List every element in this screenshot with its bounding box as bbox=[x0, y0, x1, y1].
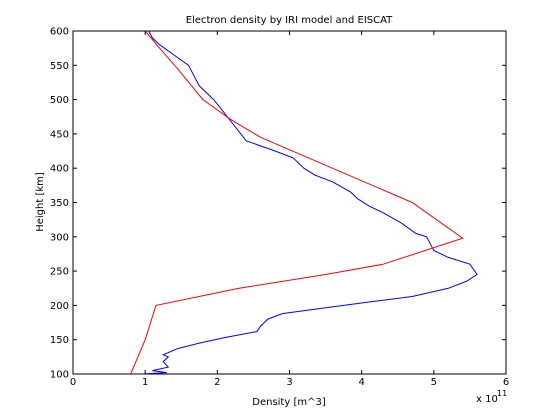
y-tick-label: 550 bbox=[50, 61, 69, 72]
x-tick-label: 6 bbox=[503, 377, 509, 388]
y-axis-ticks: 100 150 200 250 300 350 400 450 500 550 600 bbox=[50, 27, 506, 381]
series-line-1 bbox=[130, 30, 464, 375]
y-tick-label: 450 bbox=[50, 129, 69, 140]
y-tick-label: 100 bbox=[50, 370, 69, 381]
x-tick-label: 0 bbox=[70, 377, 76, 388]
x-tick-label: 1 bbox=[142, 377, 148, 388]
y-axis-label: Height [km] bbox=[35, 172, 46, 232]
x-multiplier-exponent: 11 bbox=[497, 389, 507, 398]
y-tick-label: 400 bbox=[50, 164, 69, 175]
series-layer bbox=[130, 30, 478, 375]
y-tick-label: 200 bbox=[50, 301, 69, 312]
y-tick-label: 150 bbox=[50, 335, 69, 346]
y-tick-label: 250 bbox=[50, 267, 69, 278]
y-tick-label: 300 bbox=[50, 232, 69, 243]
series-line-0 bbox=[141, 30, 478, 375]
x-multiplier-label: x 10 bbox=[476, 394, 498, 405]
x-axis-label: Density [m^3] bbox=[252, 397, 326, 408]
plot-area bbox=[72, 30, 507, 375]
x-tick-label: 5 bbox=[431, 377, 437, 388]
x-tick-label: 3 bbox=[286, 377, 292, 388]
y-tick-label: 600 bbox=[50, 27, 69, 38]
x-tick-label: 4 bbox=[358, 377, 364, 388]
x-tick-label: 2 bbox=[214, 377, 220, 388]
y-tick-label: 350 bbox=[50, 198, 69, 209]
chart-title: Electron density by IRI model and EISCAT bbox=[186, 15, 393, 26]
x-axis-ticks: 0 1 2 3 4 5 6 bbox=[70, 31, 509, 388]
y-tick-label: 500 bbox=[50, 95, 69, 106]
